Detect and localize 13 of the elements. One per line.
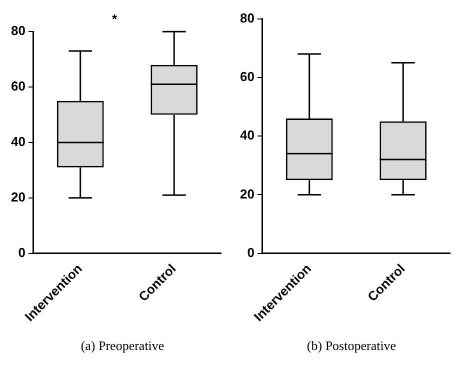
text: (b) Postoperative [306, 338, 398, 354]
y-tick-label: 20 [10, 190, 26, 204]
y-tick-label: 40 [10, 134, 26, 150]
y-tick-label: 60 [240, 69, 254, 84]
text: (a) Preoperative [80, 338, 166, 354]
y-tick-label: 0 [247, 244, 254, 260]
y-tick-label: 80 [240, 10, 254, 26]
y-tick-label: 60 [10, 78, 26, 94]
y-tick-label: 80 [10, 23, 26, 38]
y-tick-label: 40 [240, 128, 254, 143]
y-tick-label: 20 [240, 186, 254, 202]
chart-title: * [112, 11, 118, 26]
y-tick-label: 0 [18, 244, 26, 260]
